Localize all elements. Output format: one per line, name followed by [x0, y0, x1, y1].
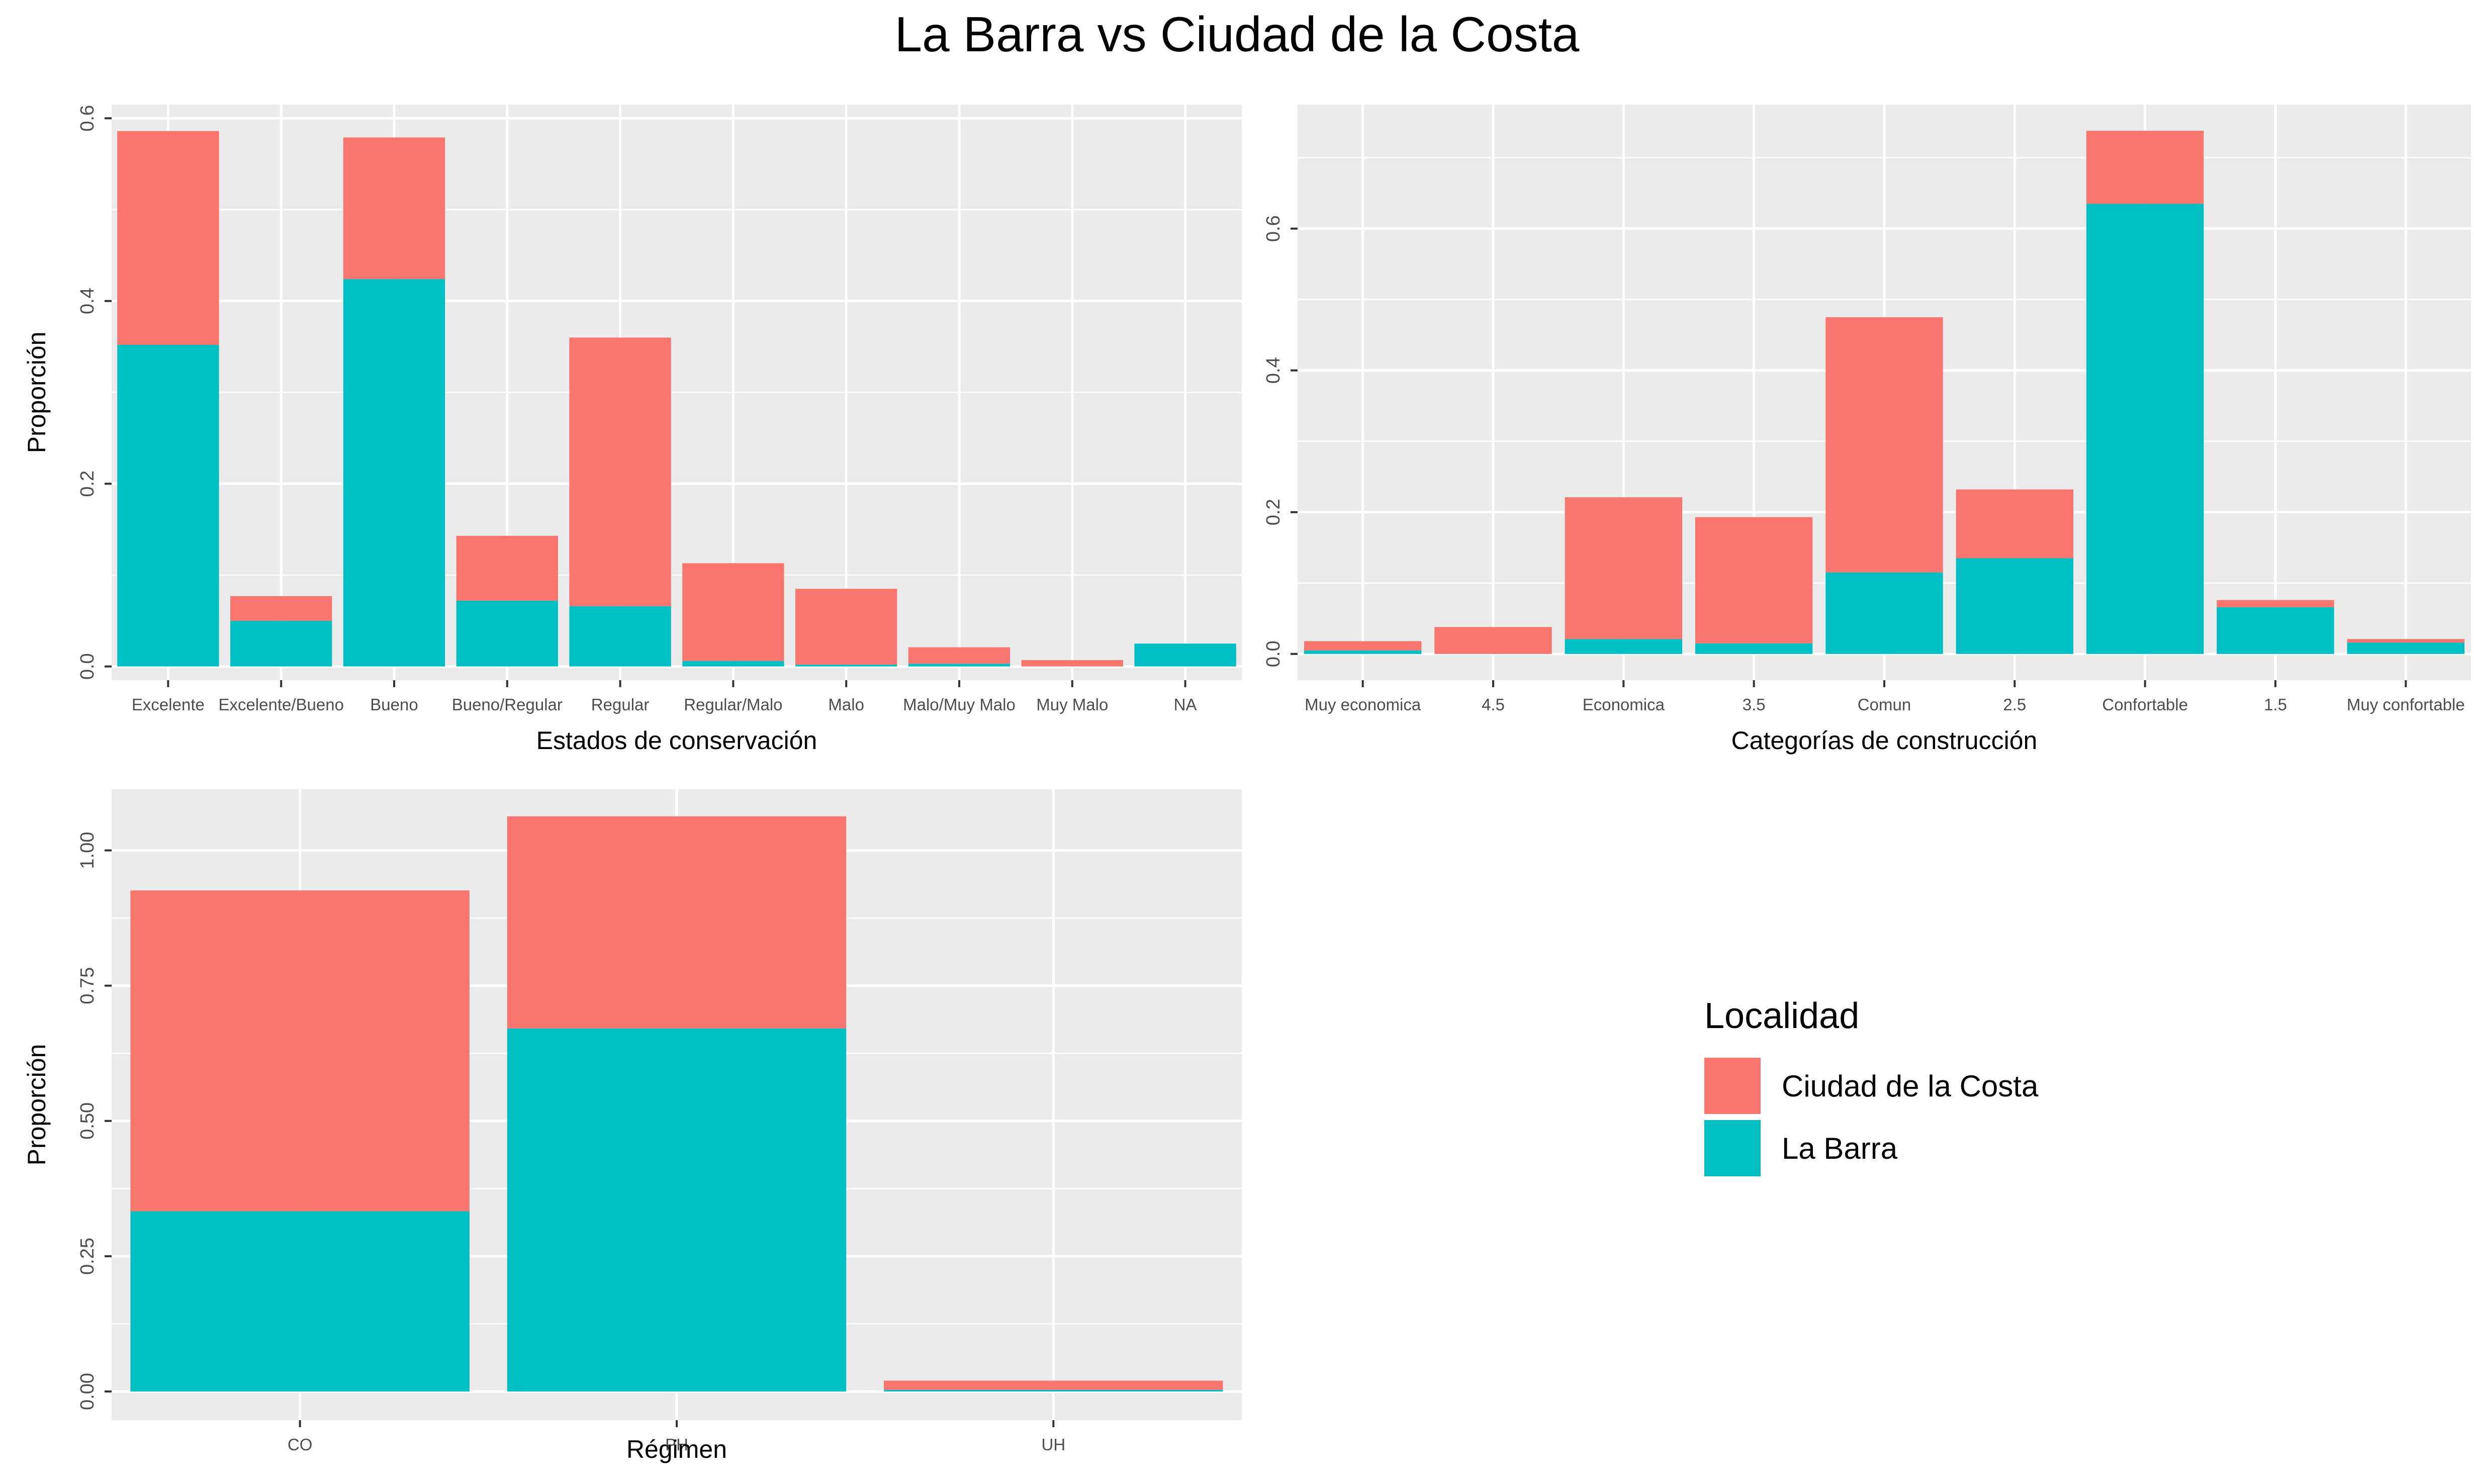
y-tick-label: 0.6 — [77, 105, 98, 132]
bar-ciudad-de-la-costa-confortable — [2086, 131, 2204, 204]
x-tick-label-malo: Malo — [828, 695, 864, 714]
bar-ciudad-de-la-costa-bueno-regular — [456, 535, 558, 601]
y-tick-label: 0.4 — [1263, 357, 1284, 384]
x-tick-label-2-5: 2.5 — [2003, 695, 2026, 714]
bar-ciudad-de-la-costa-ph — [507, 816, 847, 1029]
x-axis-title: Categorías de construcción — [1731, 726, 2038, 755]
x-tick-label-regular: Regular — [591, 695, 650, 714]
x-tick-label-ph: PH — [665, 1435, 688, 1454]
bar-la-barra-muy-economica — [1304, 650, 1422, 654]
bar-la-barra-ph — [507, 1028, 847, 1392]
bar-ciudad-de-la-costa-muy-confortable — [2347, 639, 2465, 643]
y-tick-label: 0.0 — [1263, 640, 1284, 667]
x-tick-label-economica: Economica — [1583, 695, 1665, 714]
bar-ciudad-de-la-costa-4-5 — [1434, 627, 1552, 654]
chart-estados-conservacion: 0.0 0.2 0.4 0.6 Excelente Excelente/Bueno Buen… — [23, 105, 1242, 755]
legend-key-la-barra — [1704, 1120, 1761, 1176]
bar-ciudad-de-la-costa-excelente-bueno — [230, 596, 332, 621]
bar-la-barra-muy-confortable — [2347, 642, 2465, 654]
x-tick-label-bueno: Bueno — [370, 695, 418, 714]
x-tick-label-1-5: 1.5 — [2264, 695, 2287, 714]
x-tick-label-na: NA — [1174, 695, 1197, 714]
legend-label: Ciudad de la Costa — [1782, 1069, 2039, 1103]
bar-ciudad-de-la-costa-2-5 — [1956, 489, 2074, 559]
bar-ciudad-de-la-costa-uh — [884, 1380, 1223, 1390]
x-tick-label-3-5: 3.5 — [1743, 695, 1766, 714]
bar-ciudad-de-la-costa-muy-malo — [1021, 660, 1123, 667]
legend-label: La Barra — [1782, 1131, 1898, 1165]
x-tick-label-regular-malo: Regular/Malo — [684, 695, 782, 714]
bar-la-barra-excelente-bueno — [230, 620, 332, 667]
y-tick-label: 0.75 — [77, 967, 98, 1004]
x-tick-label-comun: Comun — [1858, 695, 1911, 714]
bar-la-barra-co — [130, 1211, 470, 1392]
y-tick-label: 0.0 — [77, 653, 98, 680]
bar-ciudad-de-la-costa-bueno — [343, 137, 445, 280]
chart-categorias-construccion: 0.0 0.2 0.4 0.6 Muy economica 4.5 Economica 3.5… — [1263, 105, 2471, 755]
bar-ciudad-de-la-costa-1-5 — [2217, 600, 2334, 607]
bar-la-barra-uh — [884, 1389, 1223, 1392]
legend-title: Localidad — [1704, 996, 1860, 1036]
x-tick-label-confortable: Confortable — [2102, 695, 2188, 714]
page-title: La Barra vs Ciudad de la Costa — [894, 7, 1580, 62]
bar-ciudad-de-la-costa-muy-economica — [1304, 641, 1422, 651]
bar-ciudad-de-la-costa-comun — [1825, 317, 1943, 573]
x-tick-label-muy-malo: Muy Malo — [1036, 695, 1108, 714]
y-tick-label: 0.2 — [77, 471, 98, 497]
bar-la-barra-confortable — [2086, 204, 2204, 654]
bar-la-barra-3-5 — [1695, 643, 1813, 654]
bar-la-barra-excelente — [117, 344, 219, 667]
x-axis-title: Estados de conservación — [536, 726, 817, 755]
bar-la-barra-na — [1134, 643, 1236, 667]
y-tick-label: 1.00 — [77, 832, 98, 869]
bar-la-barra-bueno — [343, 279, 445, 667]
y-tick-label: 0.2 — [1263, 499, 1284, 525]
legend-key-ciudad-de-la-costa — [1704, 1058, 1761, 1114]
x-tick-label-co: CO — [288, 1435, 313, 1454]
y-tick-label: 0.6 — [1263, 215, 1284, 242]
bar-la-barra-2-5 — [1956, 558, 2074, 654]
bar-ciudad-de-la-costa-excelente — [117, 131, 219, 345]
x-tick-label-muy-economica: Muy economica — [1305, 695, 1421, 714]
bar-la-barra-economica — [1565, 639, 1683, 654]
bar-ciudad-de-la-costa-malo-muy-malo — [908, 647, 1011, 664]
bar-la-barra-regular-malo — [682, 661, 784, 667]
bar-la-barra-bueno-regular — [456, 600, 558, 667]
x-axis-title: Régimen — [626, 1435, 727, 1463]
bar-ciudad-de-la-costa-regular — [569, 337, 671, 606]
x-tick-label-uh: UH — [1041, 1435, 1065, 1454]
legend-item-ciudad-de-la-costa: Ciudad de la Costa — [1704, 1056, 2038, 1116]
x-tick-label-malo-muy-malo: Malo/Muy Malo — [903, 695, 1016, 714]
y-tick-label: 0.25 — [77, 1238, 98, 1275]
bar-ciudad-de-la-costa-economica — [1565, 497, 1683, 639]
bar-la-barra-comun — [1825, 572, 1943, 654]
y-tick-label: 0.4 — [77, 288, 98, 314]
bar-ciudad-de-la-costa-malo — [795, 589, 897, 665]
bar-la-barra-regular — [569, 606, 671, 667]
x-tick-label-muy-confortable: Muy confortable — [2347, 695, 2465, 714]
y-tick-label: 0.50 — [77, 1102, 98, 1140]
y-axis-title: Proporción — [23, 332, 51, 453]
bar-la-barra-malo-muy-malo — [908, 664, 1011, 667]
x-tick-label-4-5: 4.5 — [1482, 695, 1505, 714]
x-tick-label-excelente-bueno: Excelente/Bueno — [218, 695, 344, 714]
y-tick-label: 0.00 — [77, 1373, 98, 1410]
chart-regimen: 0.00 0.25 0.50 0.75 1.00 CO PH UH Régimen Proporc… — [23, 789, 1242, 1463]
bar-ciudad-de-la-costa-regular-malo — [682, 563, 784, 661]
bar-ciudad-de-la-costa-3-5 — [1695, 517, 1813, 643]
x-tick-label-bueno-regular: Bueno/Regular — [452, 695, 563, 714]
x-tick-label-excelente: Excelente — [132, 695, 205, 714]
legend-item-la-barra: La Barra — [1704, 1118, 2038, 1178]
y-axis-title: Proporción — [23, 1044, 51, 1166]
bar-la-barra-malo — [795, 665, 897, 667]
legend: Localidad Ciudad de la Costa La Barra — [1704, 995, 2038, 1180]
bar-la-barra-1-5 — [2217, 607, 2334, 654]
bar-ciudad-de-la-costa-co — [130, 890, 470, 1212]
